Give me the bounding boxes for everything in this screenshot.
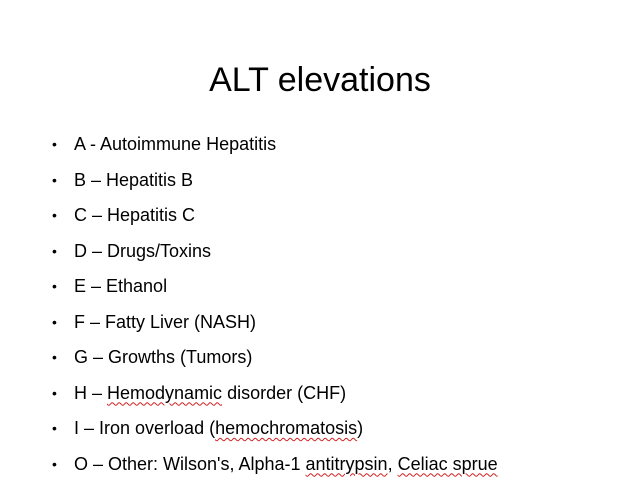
bullet-text: I – Iron overload (hemochromatosis)	[74, 418, 363, 438]
bullet-text-segment: C – Hepatitis C	[74, 205, 195, 225]
bullet-text: H – Hemodynamic disorder (CHF)	[74, 383, 346, 403]
bullet-text-segment: B – Hepatitis B	[74, 170, 193, 190]
bullet-icon: •	[52, 377, 62, 409]
bullet-text: F – Fatty Liver (NASH)	[74, 312, 256, 332]
bullet-item: • H – Hemodynamic disorder (CHF)	[52, 377, 498, 413]
slide-title: ALT elevations	[0, 58, 640, 102]
bullet-text: D – Drugs/Toxins	[74, 241, 211, 261]
bullet-icon: •	[52, 412, 62, 444]
bullet-item: • D – Drugs/Toxins	[52, 235, 498, 271]
bullet-icon: •	[52, 164, 62, 196]
bullet-item: • G – Growths (Tumors)	[52, 341, 498, 377]
bullet-text-segment: A - Autoimmune Hepatitis	[74, 134, 276, 154]
bullet-text-segment: D – Drugs/Toxins	[74, 241, 211, 261]
bullet-text: O – Other: Wilson's, Alpha-1 antitrypsin…	[74, 454, 498, 474]
bullet-list: • A - Autoimmune Hepatitis • B – Hepatitis …	[52, 128, 498, 483]
bullet-text-segment: I – Iron overload (	[74, 418, 215, 438]
bullet-text-segment: ,	[388, 454, 398, 474]
bullet-text-segment: disorder (CHF)	[222, 383, 346, 403]
bullet-item: • F – Fatty Liver (NASH)	[52, 306, 498, 342]
bullet-item: • A - Autoimmune Hepatitis	[52, 128, 498, 164]
bullet-item: • O – Other: Wilson's, Alpha-1 antitrypsi…	[52, 448, 498, 483]
bullet-text-segment: H –	[74, 383, 107, 403]
spellcheck-flagged-word: Celiac sprue	[398, 454, 498, 474]
bullet-item: • B – Hepatitis B	[52, 164, 498, 200]
bullet-text-segment: G – Growths (Tumors)	[74, 347, 252, 367]
bullet-text-segment: O – Other: Wilson's, Alpha-1	[74, 454, 306, 474]
bullet-item: • C – Hepatitis C	[52, 199, 498, 235]
bullet-icon: •	[52, 128, 62, 160]
bullet-text: A - Autoimmune Hepatitis	[74, 134, 276, 154]
bullet-icon: •	[52, 270, 62, 302]
bullet-text-segment: )	[357, 418, 363, 438]
bullet-icon: •	[52, 199, 62, 231]
bullet-text-segment: F – Fatty Liver (NASH)	[74, 312, 256, 332]
bullet-item: • E – Ethanol	[52, 270, 498, 306]
bullet-text: C – Hepatitis C	[74, 205, 195, 225]
bullet-text-segment: E – Ethanol	[74, 276, 167, 296]
bullet-item: • I – Iron overload (hemochromatosis)	[52, 412, 498, 448]
bullet-icon: •	[52, 341, 62, 373]
bullet-text: G – Growths (Tumors)	[74, 347, 252, 367]
spellcheck-flagged-word: hemochromatosis	[215, 418, 357, 438]
bullet-text: B – Hepatitis B	[74, 170, 193, 190]
bullet-icon: •	[52, 235, 62, 267]
spellcheck-flagged-word: antitrypsin	[306, 454, 388, 474]
spellcheck-flagged-word: Hemodynamic	[107, 383, 222, 403]
bullet-icon: •	[52, 306, 62, 338]
bullet-icon: •	[52, 448, 62, 480]
bullet-text: E – Ethanol	[74, 276, 167, 296]
